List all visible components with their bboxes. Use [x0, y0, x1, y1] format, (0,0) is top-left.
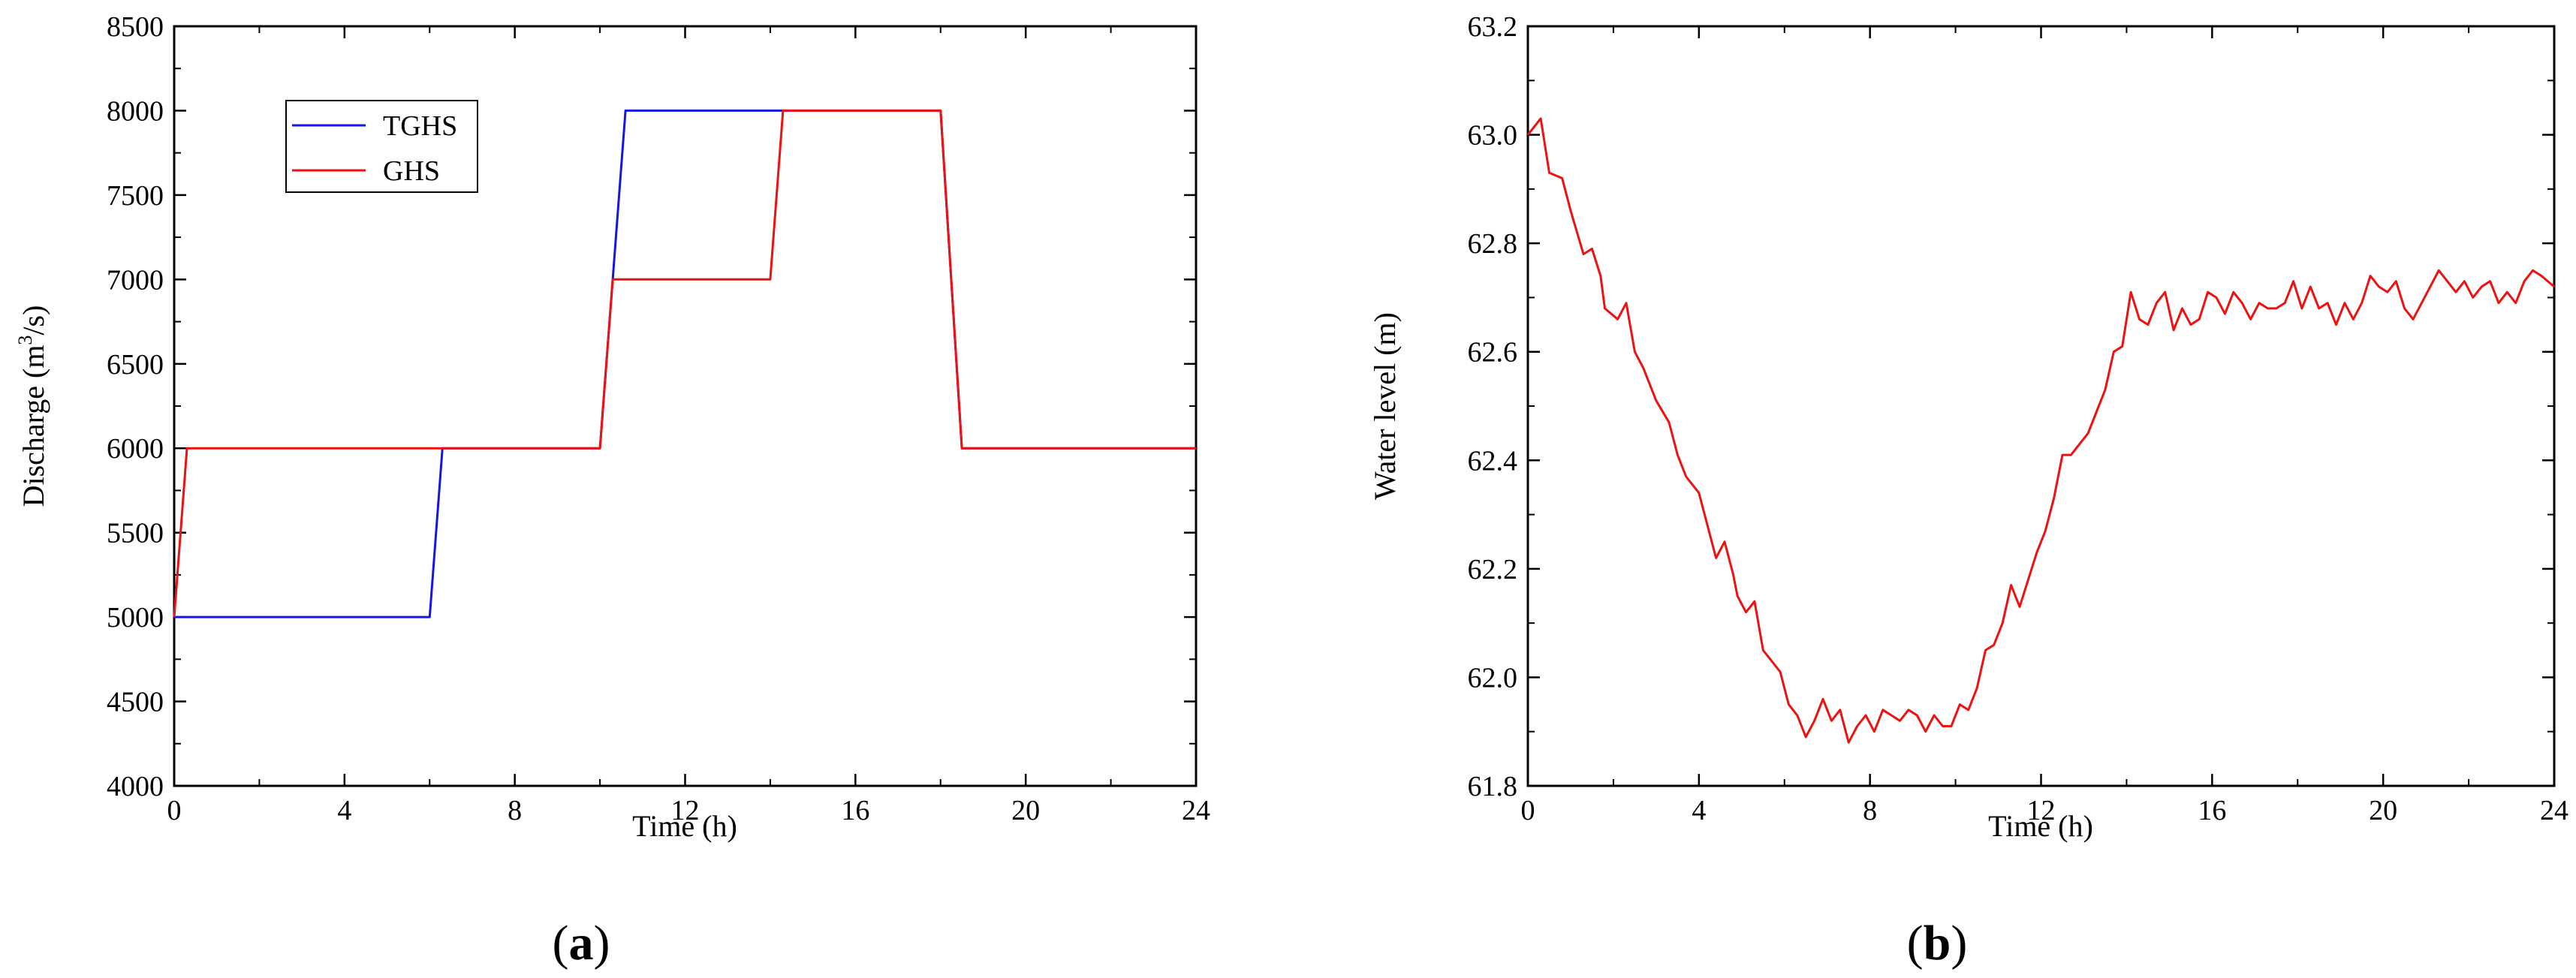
- y-tick-label: 62.2: [1468, 554, 1518, 585]
- y-axis-label: Discharge (m3/s): [14, 305, 50, 507]
- x-tick-label: 8: [508, 795, 522, 826]
- y-tick-label: 7500: [107, 180, 164, 212]
- panel-label-b: (b): [1907, 916, 1968, 970]
- series-lines: [1526, 117, 2555, 744]
- legend: TGHS GHS: [285, 100, 478, 193]
- axis-ticks: 0 4 8 12 16 20 24 61.8 62.0 62.2 62.4 62.6 62.8 63.0 6…: [1468, 11, 2569, 826]
- plot-area-frame: [1526, 25, 2556, 787]
- legend-box: [285, 100, 478, 193]
- x-tick-label: 0: [167, 795, 182, 826]
- axis-ticks: 0 4 8 12 16 20 24 4000 4500 5000 5500 6000 6500 7000 7…: [107, 11, 1210, 826]
- x-tick-label: 4: [1692, 795, 1706, 826]
- x-tick-label: 4: [337, 795, 351, 826]
- x-tick-label: 16: [841, 795, 869, 826]
- x-tick-label: 12: [2027, 795, 2056, 826]
- y-tick-label: 5000: [107, 602, 164, 633]
- y-tick-label: 8000: [107, 95, 164, 127]
- series-line-water-level: [1526, 117, 2555, 744]
- y-tick-label: 4500: [107, 687, 164, 718]
- y-tick-label: 62.8: [1468, 228, 1518, 260]
- y-tick-label: 5500: [107, 518, 164, 549]
- x-tick-label: 12: [671, 795, 700, 826]
- x-axis-label: Time (h): [1988, 809, 2093, 843]
- x-tick-label: 20: [1011, 795, 1040, 826]
- x-tick-label: 24: [1182, 795, 1210, 826]
- x-axis-label: Time (h): [632, 809, 737, 843]
- panel-label-a: (a): [553, 916, 610, 970]
- legend-label-tghs: TGHS: [383, 110, 457, 142]
- y-tick-label: 4000: [107, 771, 164, 802]
- y-axis-label: Water level (m): [1368, 312, 1402, 500]
- panel-b-chart: 0 4 8 12 16 20 24 61.8 62.0 62.2 62.4 62.6 62.8 63.0 6…: [1368, 11, 2568, 970]
- x-tick-label: 8: [1863, 795, 1877, 826]
- y-tick-label: 63.0: [1468, 120, 1518, 152]
- panel-a-chart: 0 4 8 12 16 20 24 4000 4500 5000 5500 6000 6500 7000 7…: [14, 11, 1210, 970]
- x-tick-label: 20: [2369, 795, 2397, 826]
- x-tick-label: 16: [2198, 795, 2226, 826]
- x-tick-label: 0: [1521, 795, 1535, 826]
- y-tick-label: 63.2: [1468, 11, 1518, 43]
- series-lines: [173, 109, 1196, 618]
- y-tick-label: 8500: [107, 11, 164, 43]
- y-tick-label: 7000: [107, 264, 164, 296]
- y-tick-label: 62.4: [1468, 445, 1518, 477]
- legend-label-ghs: GHS: [383, 155, 440, 187]
- x-tick-label: 24: [2540, 795, 2568, 826]
- y-tick-label: 6000: [107, 433, 164, 465]
- y-tick-label: 6500: [107, 349, 164, 381]
- y-tick-label: 62.0: [1468, 662, 1518, 694]
- y-tick-label: 61.8: [1468, 771, 1518, 802]
- y-tick-label: 62.6: [1468, 337, 1518, 369]
- series-line-ghs: [173, 109, 1196, 618]
